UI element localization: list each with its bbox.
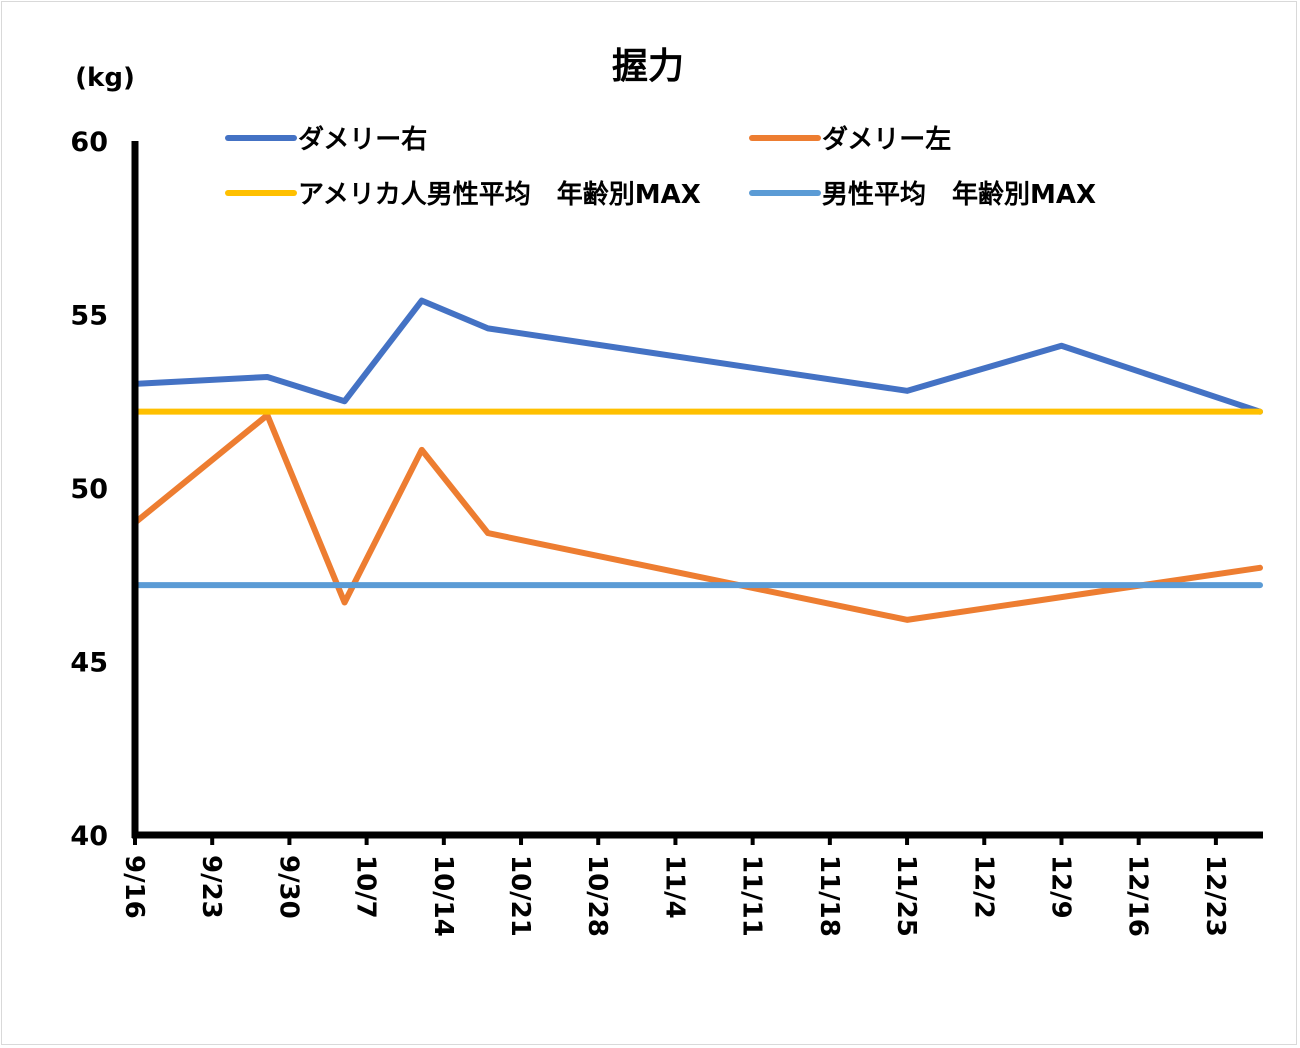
x-tick-label: 10/7 (351, 855, 381, 919)
y-tick-label: 45 (70, 648, 108, 679)
legend-label-0: ダメリー右 (298, 124, 427, 155)
x-tick-label: 11/18 (814, 855, 844, 937)
x-tick-label: 10/21 (505, 855, 535, 937)
x-tick-label: 10/14 (428, 855, 458, 937)
y-tick-label: 55 (70, 301, 108, 332)
series-line-1 (132, 412, 1263, 623)
y-tick-label: 50 (70, 474, 108, 505)
legend-label-1: ダメリー左 (822, 124, 951, 155)
y-axis-label: (kg) (75, 63, 135, 93)
x-tick-label: 10/28 (582, 855, 612, 937)
x-tick-label: 11/25 (891, 855, 921, 937)
x-tick-label: 9/23 (196, 855, 226, 919)
x-tick-label: 9/16 (119, 855, 149, 919)
legend-label-2: アメリカ人男性平均 年齢別MAX (298, 179, 701, 210)
x-tick-label: 9/30 (273, 855, 303, 919)
x-tick-label: 12/23 (1200, 855, 1230, 937)
legend-label-3: 男性平均 年齢別MAX (822, 179, 1096, 210)
x-tick-label: 11/4 (659, 855, 689, 919)
series-line-0 (132, 297, 1263, 415)
x-tick-label: 12/9 (1045, 855, 1075, 919)
x-tick-label: 12/16 (1123, 855, 1153, 937)
x-tick-label: 12/2 (968, 855, 998, 919)
y-tick-label: 60 (70, 127, 108, 158)
y-tick-label: 40 (70, 821, 108, 852)
x-tick-label: 11/11 (737, 855, 767, 937)
chart-title: 握力 (612, 46, 684, 87)
